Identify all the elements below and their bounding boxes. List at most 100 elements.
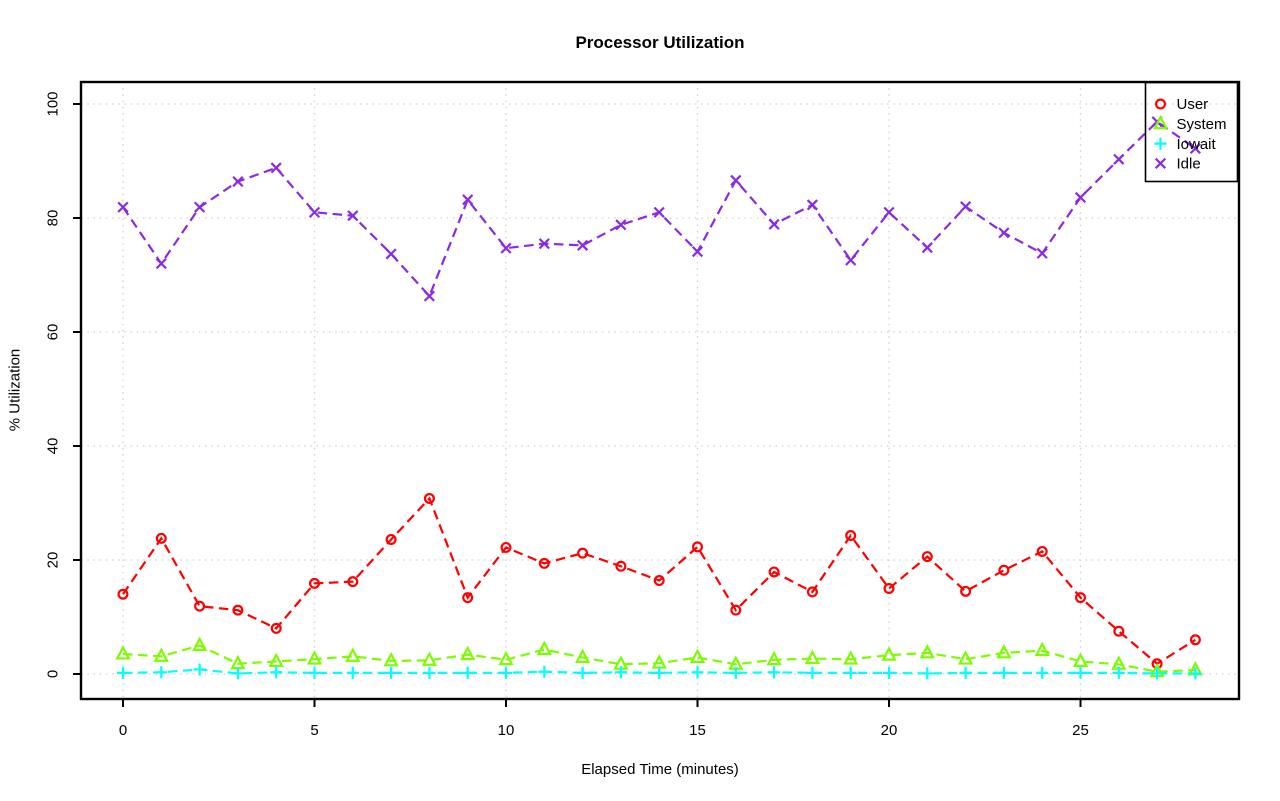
series-idle-marker-23 <box>998 227 1010 239</box>
series-user-marker-16 <box>730 604 742 616</box>
series-system-marker-17 <box>766 650 782 666</box>
series-user-marker-13 <box>615 560 627 572</box>
y-tick-label-60: 60 <box>45 324 62 341</box>
series-idle-marker-28 <box>1189 142 1201 155</box>
series-idle-marker-15 <box>691 246 704 258</box>
legend-marker-idle <box>1154 157 1167 169</box>
x-tick-label-20: 20 <box>881 722 898 739</box>
series-idle-marker-11 <box>538 238 550 250</box>
series-system-marker-6 <box>345 647 361 662</box>
legend-marker-iowait <box>1154 137 1167 150</box>
series-system-marker-5 <box>306 650 323 665</box>
x-tick-label-25: 25 <box>1072 722 1089 739</box>
series-iowait-marker-9 <box>461 666 474 679</box>
y-tick-label-0: 0 <box>45 670 62 678</box>
series-iowait-line <box>122 668 1196 675</box>
series-iowait-marker-5 <box>308 666 321 679</box>
y-axis-title: % Utilization <box>6 348 24 432</box>
series-user-marker-21 <box>921 551 933 563</box>
series-iowait-marker-14 <box>653 666 666 679</box>
series-system-marker-0 <box>115 645 131 660</box>
legend-label-user: User <box>1177 96 1209 113</box>
legend-marker-system <box>1152 114 1169 130</box>
series-user-marker-14 <box>653 575 665 587</box>
series-system-marker-19 <box>843 650 859 665</box>
series-system-marker-4 <box>268 652 284 667</box>
series-idle-marker-4 <box>270 162 282 174</box>
series-iowait-marker-17 <box>768 666 781 679</box>
series-iowait-marker-10 <box>500 666 512 679</box>
legend-label-system: System <box>1177 116 1227 133</box>
y-tick-label-40: 40 <box>45 438 62 455</box>
series-idle-marker-21 <box>921 242 933 254</box>
series-system-marker-24 <box>1034 641 1050 657</box>
series-user-marker-9 <box>462 592 474 604</box>
series-system-marker-25 <box>1072 652 1089 667</box>
x-tick-label-5: 5 <box>310 722 318 739</box>
series-iowait-marker-6 <box>346 666 359 679</box>
series-idle-marker-25 <box>1074 191 1087 204</box>
x-tick-label-15: 15 <box>689 722 706 739</box>
series-user-marker-12 <box>577 547 589 559</box>
series-idle-marker-6 <box>347 210 359 222</box>
series-user-marker-17 <box>768 566 780 578</box>
series-user-marker-11 <box>538 557 550 569</box>
plot-border <box>79 80 1241 701</box>
series-iowait-marker-15 <box>691 666 704 679</box>
series-iowait-marker-26 <box>1112 666 1125 679</box>
series-iowait-marker-0 <box>117 666 129 679</box>
legend-box <box>1144 81 1239 183</box>
series-user-marker-0 <box>117 588 129 600</box>
series-idle-marker-14 <box>653 206 665 218</box>
series-system-marker-18 <box>804 649 821 665</box>
series-idle-marker-19 <box>845 254 857 266</box>
series-user-line <box>122 496 1196 666</box>
series-user-marker-25 <box>1074 592 1086 604</box>
series-user-marker-19 <box>845 529 857 541</box>
series-system-marker-23 <box>996 643 1012 659</box>
legend-label-idle: Idle <box>1177 156 1201 173</box>
series-system-marker-11 <box>536 640 552 655</box>
series-user-marker-10 <box>500 541 512 553</box>
series-user-marker-24 <box>1036 545 1048 557</box>
series-user-marker-4 <box>270 622 282 634</box>
series-iowait-marker-16 <box>729 666 742 679</box>
series-iowait-marker-28 <box>1189 667 1202 680</box>
x-tick-label-10: 10 <box>498 722 515 739</box>
series-user-marker-2 <box>194 600 206 612</box>
series-iowait-marker-1 <box>155 666 168 679</box>
series-idle-marker-18 <box>806 199 818 211</box>
series-idle-marker-10 <box>500 242 512 254</box>
y-tick-label-20: 20 <box>45 552 62 569</box>
series-system-marker-15 <box>689 648 706 663</box>
series-iowait-marker-13 <box>614 666 627 679</box>
series-system-marker-22 <box>957 650 974 665</box>
series-user-marker-3 <box>232 604 244 616</box>
series-user-marker-18 <box>806 586 818 598</box>
series-user-marker-1 <box>155 532 167 544</box>
series-idle-marker-16 <box>730 174 742 186</box>
series-user-marker-8 <box>423 492 435 504</box>
series-idle-marker-7 <box>385 248 397 260</box>
series-user-marker-7 <box>385 533 397 545</box>
series-idle-line <box>122 120 1197 299</box>
series-system-marker-1 <box>153 647 169 662</box>
series-iowait-marker-19 <box>844 666 857 679</box>
series-idle-marker-20 <box>883 206 895 218</box>
series-iowait-marker-12 <box>576 666 589 679</box>
series-user-marker-23 <box>998 564 1010 576</box>
series-iowait-marker-25 <box>1074 666 1087 679</box>
series-idle-marker-26 <box>1113 153 1125 165</box>
series-system-marker-8 <box>421 651 438 666</box>
series-idle-marker-0 <box>117 201 129 213</box>
y-tick-label-80: 80 <box>45 210 62 227</box>
series-iowait-marker-8 <box>423 666 436 679</box>
series-user-marker-26 <box>1113 625 1125 637</box>
series-system-marker-12 <box>574 648 591 663</box>
series-user-marker-22 <box>960 585 972 597</box>
series-user-marker-28 <box>1189 634 1201 646</box>
series-idle-marker-12 <box>577 239 589 251</box>
series-system-marker-2 <box>191 636 208 651</box>
series-idle-marker-8 <box>423 290 435 302</box>
